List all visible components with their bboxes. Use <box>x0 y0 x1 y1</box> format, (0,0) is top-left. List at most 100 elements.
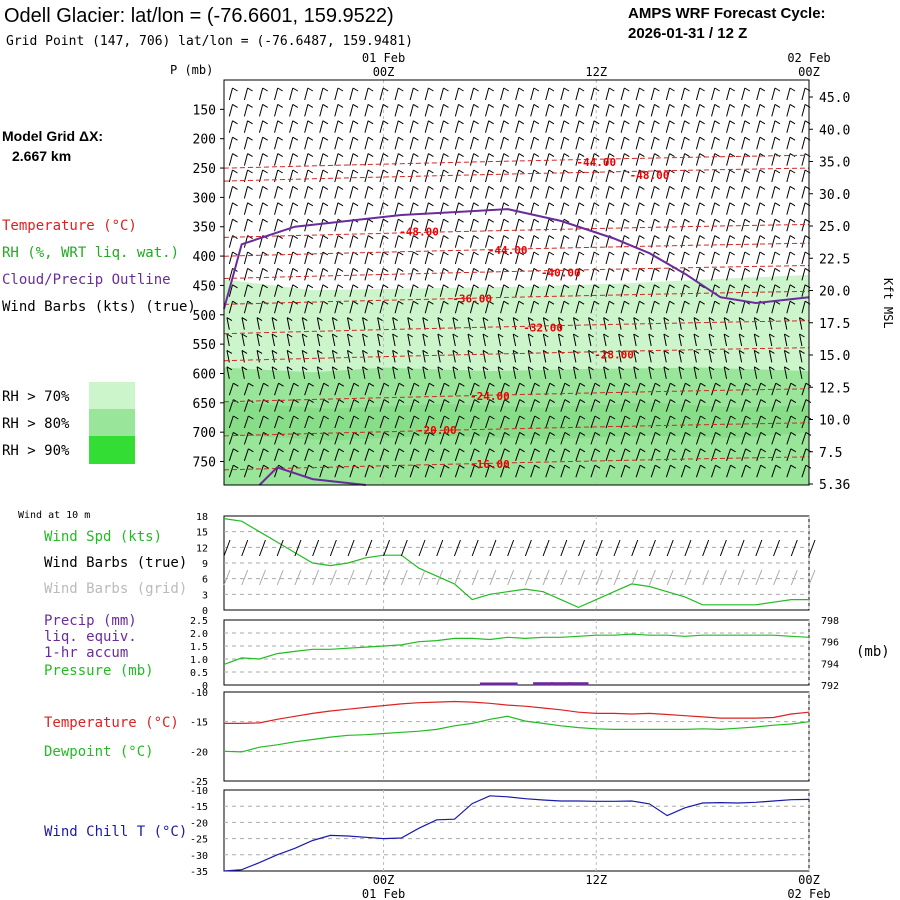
wind-barb-grid <box>329 569 337 586</box>
xs-wind-barb <box>289 136 299 150</box>
wind-panel-ytick-4: 12 <box>196 543 208 554</box>
xs-wind-barb <box>771 169 781 183</box>
kft-label-3: 30.0 <box>819 188 850 203</box>
xs-wind-barb <box>756 382 766 396</box>
temperature-contour-9 <box>223 422 810 437</box>
xs-wind-barb <box>557 317 564 330</box>
xs-wind-barb <box>786 399 797 412</box>
xs-wind-barb <box>771 87 781 101</box>
xs-wind-barb <box>756 185 766 199</box>
xs-wind-barb <box>226 366 233 379</box>
xs-wind-barb <box>723 333 730 347</box>
xs-wind-barb <box>575 120 585 133</box>
xs-wind-barb <box>590 382 601 396</box>
xs-wind-barb <box>409 284 419 297</box>
xs-wind-barb <box>439 218 449 232</box>
legend-wind-barbs: Wind Barbs (kts) (true) <box>2 299 196 315</box>
xs-wind-barb <box>500 136 510 150</box>
wind-barb-true <box>666 539 674 557</box>
xs-wind-barb <box>424 218 434 232</box>
xs-frame <box>223 79 810 486</box>
xs-wind-barb <box>603 317 609 330</box>
xs-wind-barb <box>605 202 615 215</box>
xs-wind-barb <box>316 366 323 379</box>
xs-wind-barb <box>530 300 540 314</box>
xs-wind-barb <box>439 235 449 248</box>
precip-ytick-2: 1.0 <box>190 655 208 666</box>
xs-wind-barb <box>500 399 510 412</box>
bottom-hour-label-2: 00Z <box>798 873 820 887</box>
xs-wind-barb <box>469 87 479 101</box>
xs-wind-barb <box>319 267 329 281</box>
temperature-legend: Temperature (°C) <box>44 715 179 731</box>
legend-cloud-outline: Cloud/Precip Outline <box>2 272 171 288</box>
xs-wind-barb <box>228 218 238 232</box>
wind-barb-true <box>808 539 816 557</box>
xs-wind-barb <box>680 415 691 429</box>
wind-barb-grid <box>524 569 532 586</box>
xs-wind-barb <box>738 349 745 363</box>
xs-wind-barb <box>364 267 374 281</box>
xs-wind-barb <box>409 185 419 199</box>
xs-wind-barb <box>424 431 435 445</box>
xs-wind-barb <box>799 366 805 379</box>
xs-wind-barb <box>241 333 248 347</box>
xs-wind-barb <box>678 366 685 379</box>
xs-wind-barb <box>497 349 504 363</box>
xs-wind-barb <box>394 87 404 101</box>
xs-wind-barb <box>695 415 706 429</box>
xs-wind-barb <box>394 235 404 248</box>
xs-wind-barb <box>708 366 715 379</box>
xs-wind-barb <box>648 333 655 347</box>
xs-wind-barb <box>560 185 570 199</box>
wind-panel-ytick-3: 9 <box>202 559 208 570</box>
xs-wind-barb <box>484 235 494 248</box>
xs-wind-barb <box>316 317 323 330</box>
xs-wind-barb <box>527 333 534 347</box>
xs-wind-barb <box>454 284 464 297</box>
xs-wind-barb <box>711 153 720 166</box>
xs-wind-barb <box>665 300 675 314</box>
temp-panel-ytick-2: -20 <box>190 747 208 758</box>
xs-wind-barb <box>605 153 615 166</box>
xs-wind-barb <box>485 431 495 445</box>
p-label-1: 200 <box>193 133 216 148</box>
xs-wind-barb <box>349 136 359 150</box>
wind-barb-true <box>790 539 798 557</box>
xs-wind-barb <box>379 202 389 215</box>
xs-wind-barb <box>424 87 434 101</box>
xs-wind-barb <box>392 333 398 347</box>
xs-wind-barb <box>575 235 585 248</box>
precip-ytick-0: 0 <box>202 681 208 692</box>
wind-panel-ytick-5: 15 <box>196 528 208 539</box>
xs-wind-barb <box>304 202 314 215</box>
xs-wind-barb <box>711 103 720 117</box>
xs-wind-barb <box>271 349 278 363</box>
xs-wind-barb <box>243 218 253 232</box>
xs-wind-barb <box>228 103 238 117</box>
precip-bar <box>550 682 571 686</box>
xs-wind-barb <box>484 136 494 150</box>
xs-wind-barb <box>301 366 308 379</box>
xs-wind-barb <box>799 349 805 363</box>
wind-barb-grid <box>294 569 302 586</box>
wind-barb-true <box>648 539 656 557</box>
dewpoint-line <box>223 715 810 753</box>
wind-barb-grid <box>418 569 426 586</box>
xs-wind-barb <box>512 333 519 347</box>
xs-wind-barb <box>678 333 685 347</box>
xs-wind-barb <box>786 284 796 297</box>
xs-wind-barb <box>726 431 736 445</box>
pressure-ytick-2: 794 <box>821 659 839 670</box>
xs-wind-barb <box>304 136 314 150</box>
xs-wind-barb <box>424 185 434 199</box>
xs-wind-barb <box>786 300 796 314</box>
temperature-panel: -10 -15 -20 -25 <box>190 688 810 788</box>
xs-wind-barb <box>575 464 586 478</box>
xs-wind-barb <box>711 382 721 396</box>
xs-wind-barb <box>379 103 389 117</box>
xs-wind-barb <box>500 218 510 232</box>
xs-wind-barb <box>575 103 585 117</box>
xs-wind-barb <box>379 448 390 461</box>
xs-wind-barb <box>228 464 239 478</box>
